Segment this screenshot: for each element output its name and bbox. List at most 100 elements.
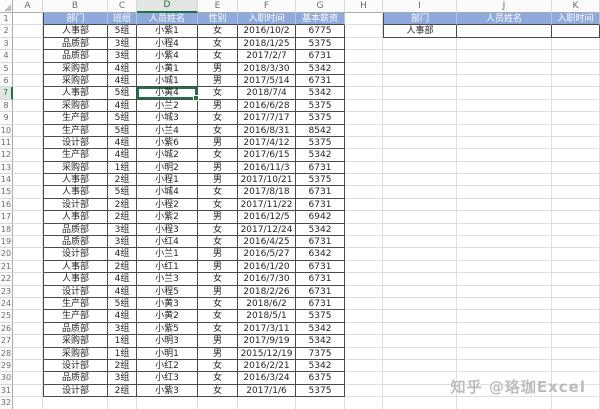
cell-K22[interactable]	[552, 273, 600, 286]
cell-I12[interactable]	[383, 149, 457, 162]
row-header-11[interactable]: 11	[0, 136, 13, 150]
cell-G23[interactable]: 6731	[296, 285, 345, 298]
column-header-H[interactable]: H	[345, 0, 383, 13]
cell-H22[interactable]	[345, 273, 383, 286]
cell-G8[interactable]: 5375	[296, 99, 345, 113]
cell-K15[interactable]	[552, 186, 600, 199]
cell-C7[interactable]: 5组	[108, 87, 137, 100]
cell-B9[interactable]: 生产部	[43, 112, 108, 125]
cell-F1[interactable]: 入职时间	[238, 13, 296, 26]
cell-G29[interactable]: 5342	[296, 359, 345, 373]
cell-J23[interactable]	[457, 285, 552, 298]
row-header-2[interactable]: 2	[0, 25, 13, 38]
cell-G30[interactable]: 6375	[296, 372, 345, 385]
row-header-6[interactable]: 6	[0, 74, 13, 88]
cell-C19[interactable]: 3组	[108, 236, 137, 249]
cell-G19[interactable]: 6731	[296, 236, 345, 249]
cell-H7[interactable]	[345, 87, 383, 100]
column-header-C[interactable]: C	[108, 0, 137, 13]
row-header-12[interactable]: 12	[0, 149, 13, 162]
cell-G17[interactable]: 6942	[296, 211, 345, 224]
cell-D8[interactable]: 小兰2	[137, 99, 198, 113]
cell-I32[interactable]	[383, 397, 457, 409]
cell-A29[interactable]	[13, 359, 43, 373]
cell-A1[interactable]	[13, 13, 43, 26]
cell-B2[interactable]: 人事部	[43, 25, 108, 38]
row-header-28[interactable]: 28	[0, 347, 13, 360]
cell-J11[interactable]	[457, 136, 552, 150]
cell-E27[interactable]: 男	[198, 335, 238, 348]
cell-A22[interactable]	[13, 273, 43, 286]
cell-H21[interactable]	[345, 260, 383, 274]
cell-D5[interactable]: 小黄1	[137, 62, 198, 75]
cell-B4[interactable]: 品质部	[43, 50, 108, 63]
cell-I6[interactable]	[383, 74, 457, 88]
cell-F15[interactable]: 2017/8/18	[238, 186, 296, 199]
row-header-7[interactable]: 7	[0, 87, 13, 100]
row-header-24[interactable]: 24	[0, 297, 13, 311]
cell-K16[interactable]	[552, 198, 600, 212]
cell-D16[interactable]: 小程2	[137, 198, 198, 212]
cell-J5[interactable]	[457, 62, 552, 75]
cell-H19[interactable]	[345, 236, 383, 249]
cell-G14[interactable]: 5375	[296, 174, 345, 187]
cell-H2[interactable]	[345, 25, 383, 38]
cell-B25[interactable]: 生产部	[43, 310, 108, 323]
cell-K17[interactable]	[552, 211, 600, 224]
cell-E18[interactable]: 女	[198, 223, 238, 237]
cell-A12[interactable]	[13, 149, 43, 162]
cell-D20[interactable]: 小兰1	[137, 248, 198, 261]
cell-H24[interactable]	[345, 297, 383, 311]
row-header-25[interactable]: 25	[0, 310, 13, 323]
cell-C15[interactable]: 5组	[108, 186, 137, 199]
cell-K24[interactable]	[552, 297, 600, 311]
cell-B14[interactable]: 人事部	[43, 174, 108, 187]
cell-I22[interactable]	[383, 273, 457, 286]
cell-E8[interactable]: 男	[198, 99, 238, 113]
cell-K32[interactable]	[552, 397, 600, 409]
cell-F30[interactable]: 2016/3/24	[238, 372, 296, 385]
cell-H30[interactable]	[345, 372, 383, 385]
cell-J20[interactable]	[457, 248, 552, 261]
row-header-9[interactable]: 9	[0, 112, 13, 125]
cell-F27[interactable]: 2017/9/19	[238, 335, 296, 348]
cell-H9[interactable]	[345, 112, 383, 125]
cell-J9[interactable]	[457, 112, 552, 125]
cell-A3[interactable]	[13, 37, 43, 51]
cell-I19[interactable]	[383, 236, 457, 249]
cell-I20[interactable]	[383, 248, 457, 261]
cell-D12[interactable]: 小城2	[137, 149, 198, 162]
cell-E6[interactable]: 男	[198, 74, 238, 88]
cell-A23[interactable]	[13, 285, 43, 298]
cell-H6[interactable]	[345, 74, 383, 88]
cell-C27[interactable]: 1组	[108, 335, 137, 348]
column-header-A[interactable]: A	[13, 0, 43, 13]
cell-C9[interactable]: 5组	[108, 112, 137, 125]
cell-B16[interactable]: 设计部	[43, 198, 108, 212]
cell-H29[interactable]	[345, 359, 383, 373]
cell-K29[interactable]	[552, 359, 600, 373]
cell-B15[interactable]: 人事部	[43, 186, 108, 199]
cell-I8[interactable]	[383, 99, 457, 113]
cell-K18[interactable]	[552, 223, 600, 237]
cell-J21[interactable]	[457, 260, 552, 274]
cell-G12[interactable]: 5342	[296, 149, 345, 162]
cell-F26[interactable]: 2017/3/11	[238, 322, 296, 336]
cell-E13[interactable]: 男	[198, 161, 238, 175]
cell-D24[interactable]: 小黄3	[137, 297, 198, 311]
cell-C3[interactable]: 3组	[108, 37, 137, 51]
cell-J30[interactable]	[457, 372, 552, 385]
cell-J2[interactable]	[457, 25, 552, 38]
cell-D4[interactable]: 小紫4	[137, 50, 198, 63]
cell-B29[interactable]: 设计部	[43, 359, 108, 373]
cell-B8[interactable]: 采购部	[43, 99, 108, 113]
row-header-8[interactable]: 8	[0, 99, 13, 113]
cell-H20[interactable]	[345, 248, 383, 261]
cell-I17[interactable]	[383, 211, 457, 224]
cell-K26[interactable]	[552, 322, 600, 336]
cell-I9[interactable]	[383, 112, 457, 125]
row-header-31[interactable]: 31	[0, 384, 13, 398]
cell-K5[interactable]	[552, 62, 600, 75]
cell-I25[interactable]	[383, 310, 457, 323]
cell-E15[interactable]: 女	[198, 186, 238, 199]
